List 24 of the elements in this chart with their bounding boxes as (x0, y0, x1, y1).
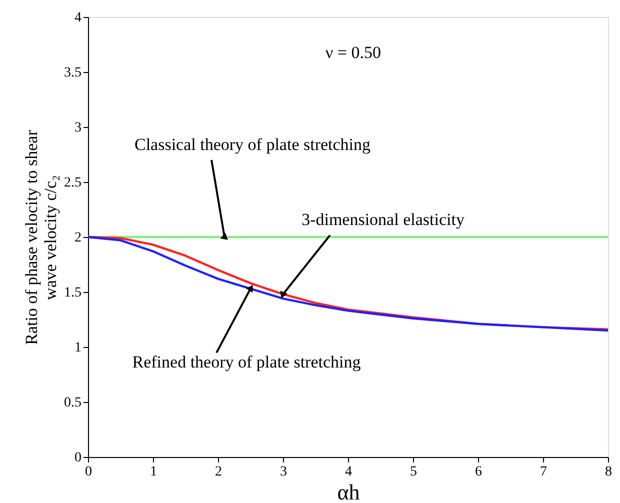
x-tick-label: 6 (475, 464, 482, 480)
x-tick-label: 2 (215, 464, 222, 480)
y-tick-label: 0.5 (64, 396, 82, 410)
annotation: 3-dimensional elasticity (302, 210, 465, 230)
x-tick-label: 8 (605, 464, 612, 480)
y-tick-label: 0 (74, 450, 82, 466)
x-tick-label: 4 (345, 464, 352, 480)
y-tick-label: 3 (74, 120, 82, 136)
annotation: ν = 0.50 (325, 43, 381, 62)
y-tick-label: 4 (74, 10, 82, 26)
x-tick-label: 3 (280, 464, 287, 480)
x-tick-label: 1 (150, 464, 157, 480)
y-tick-label: 3.5 (64, 66, 82, 80)
x-axis-title: αh (337, 480, 360, 503)
annotation: Refined theory of plate stretching (132, 352, 362, 372)
y-tick-label: 1 (74, 340, 82, 356)
annotation: Classical theory of plate stretching (134, 135, 372, 154)
y-tick-label: 1.5 (64, 286, 82, 300)
y-tick-label: 2 (74, 230, 82, 246)
y-tick-label: 2.5 (64, 176, 82, 190)
x-tick-label: 5 (410, 464, 417, 480)
y-axis-title: Ratio of phase velocity to shear wave velocity c/c₂ (22, 130, 60, 345)
x-tick-label: 7 (540, 464, 547, 480)
x-tick-label: 0 (85, 464, 92, 480)
